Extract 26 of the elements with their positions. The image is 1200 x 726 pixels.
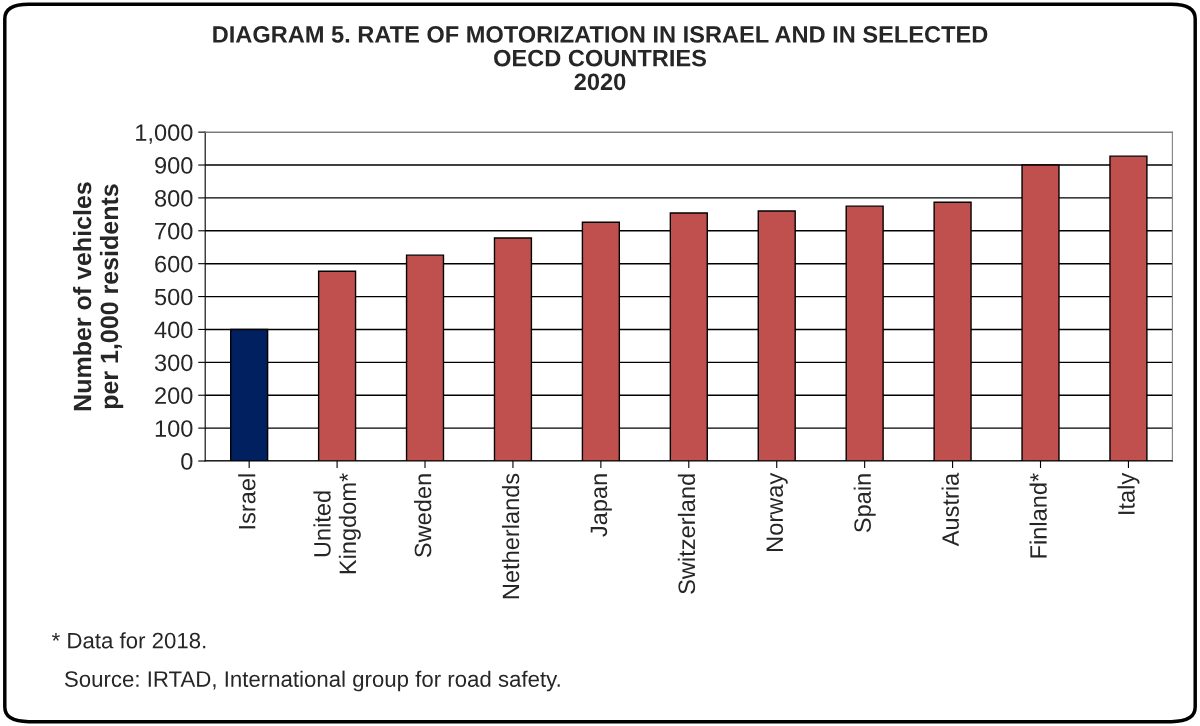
y-tick-label: 0: [181, 453, 193, 470]
x-tick-label: United Kingdom*: [313, 473, 361, 574]
x-tick-label: Italy: [1117, 472, 1140, 514]
x-tick-label: Netherlands: [501, 473, 520, 599]
y-tick-label: 500: [154, 288, 193, 306]
text: * Data for 2018.: [51, 632, 206, 649]
y-tick-label: 700: [155, 222, 193, 240]
y-tick-label: 800: [155, 189, 193, 207]
x-tick-label: Sweden: [414, 474, 432, 558]
x-tick-label: Israel: [238, 474, 256, 529]
y-tick-label: 400: [154, 321, 193, 339]
y-tick-label: 300: [154, 354, 193, 372]
x-tick-label: Norway: [766, 472, 788, 551]
y-tick-label: 900: [155, 157, 193, 174]
text: Source: IRTAD, International group for road safety.: [64, 670, 560, 692]
y-axis-title: Number of vehicles per 1,000 residents: [72, 182, 124, 411]
y-tick-label: 1,000: [136, 124, 193, 144]
x-tick-label: Switzerland: [677, 474, 696, 594]
x-tick-label: Austria: [941, 472, 959, 547]
x-tick-label: Spain: [853, 474, 876, 533]
y-tick-label: 600: [155, 255, 193, 273]
x-tick-label: Japan: [590, 474, 612, 537]
chart-title: DIAGRAM 5. RATE OF MOTORIZATION IN ISRAEL AND IN SELECTED OECD COUNTRIES 2020: [213, 26, 988, 91]
y-tick-label: 100: [155, 420, 193, 437]
x-tick-label: Finland*: [1029, 473, 1047, 558]
y-tick-label: 200: [155, 387, 193, 405]
